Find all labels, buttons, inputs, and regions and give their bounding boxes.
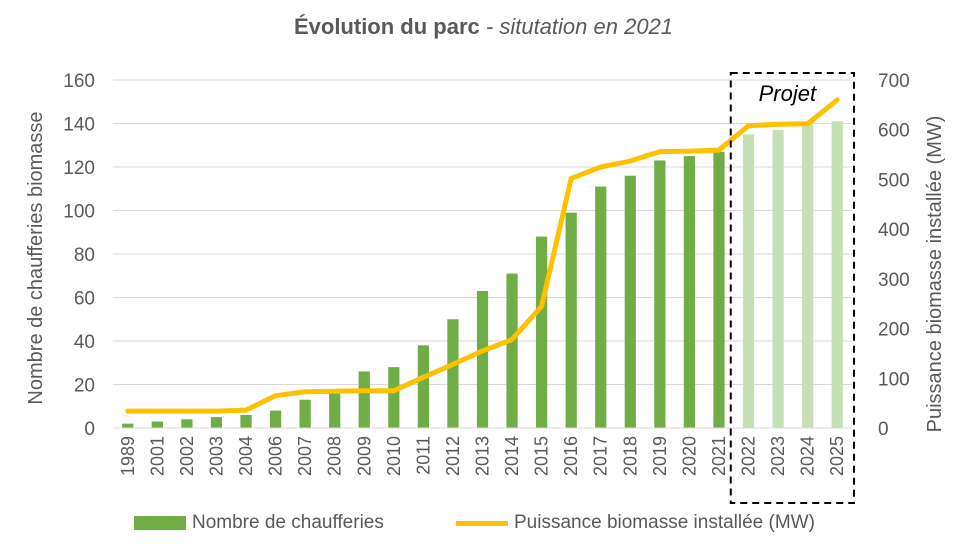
bar xyxy=(447,319,459,428)
bar xyxy=(269,410,282,428)
bar xyxy=(476,290,489,428)
legend-label-line: Puissance biomasse installée (MW) xyxy=(514,512,815,533)
y2-tick-label: 100 xyxy=(878,369,910,390)
chart-title-main: Évolution du parc xyxy=(293,14,480,39)
legend-swatch-bars xyxy=(134,516,186,530)
bar xyxy=(151,421,163,428)
x-tick-label: 2014 xyxy=(502,436,522,476)
x-tick-label: 2002 xyxy=(177,436,197,476)
y2-tick-label: 300 xyxy=(878,270,910,291)
x-tick-label: 2003 xyxy=(206,436,226,476)
x-tick-label: 2009 xyxy=(354,436,374,476)
y-tick-label: 140 xyxy=(63,115,95,136)
y-tick-label: 40 xyxy=(74,332,95,353)
x-tick-label: 2010 xyxy=(384,436,404,476)
x-tick-label: 2012 xyxy=(443,436,463,476)
y2-tick-label: 400 xyxy=(878,220,910,241)
bar xyxy=(624,175,636,428)
y-tick-label: 80 xyxy=(74,245,95,266)
y-axis-title: Nombre de chaufferies biomasse xyxy=(25,111,47,404)
x-tick-label: 2018 xyxy=(620,436,640,476)
bar xyxy=(654,160,666,428)
projection-box xyxy=(729,72,856,504)
bar xyxy=(831,121,843,428)
chart-title: Évolution du parc - situtation en 2021 xyxy=(0,14,967,40)
y2-axis-title: Puissance biomasse installée (MW) xyxy=(924,116,946,433)
x-tick-label: 2006 xyxy=(266,436,286,476)
x-tick-label: 2020 xyxy=(679,436,699,476)
x-tick-label: 2001 xyxy=(147,436,167,476)
x-tick-label: 2025 xyxy=(827,436,847,476)
x-tick-label: 2022 xyxy=(739,436,759,476)
x-tick-label: 2023 xyxy=(768,436,788,476)
x-tick-label: 2015 xyxy=(532,436,552,476)
bar xyxy=(358,371,370,428)
bar xyxy=(713,151,725,428)
x-tick-label: 2008 xyxy=(325,436,345,476)
bar xyxy=(742,134,755,428)
bar xyxy=(181,419,193,428)
chart-legend: Nombre de chaufferies Puissance biomasse… xyxy=(0,512,967,540)
bar xyxy=(417,345,429,428)
y2-tick-label: 200 xyxy=(878,320,910,341)
y-tick-label: 20 xyxy=(74,376,95,397)
y-tick-label: 60 xyxy=(74,289,95,310)
legend-swatch-line xyxy=(456,520,508,526)
y2-tick-label: 700 xyxy=(878,71,910,92)
projection-label: Projet xyxy=(759,81,817,106)
bar xyxy=(329,393,341,428)
legend-label-bars: Nombre de chaufferies xyxy=(192,512,384,533)
y-tick-label: 120 xyxy=(63,158,95,179)
x-tick-label: 2007 xyxy=(295,436,315,476)
bar xyxy=(506,273,518,428)
x-tick-label: 2021 xyxy=(709,436,729,476)
y-tick-label: 160 xyxy=(63,71,95,92)
bar xyxy=(299,399,311,428)
x-tick-label: 2016 xyxy=(561,436,581,476)
bar xyxy=(240,414,252,428)
x-tick-label: 2013 xyxy=(473,436,493,476)
line-series xyxy=(125,97,840,414)
bar xyxy=(802,123,814,428)
legend-item-bars: Nombre de chaufferies xyxy=(134,512,384,534)
x-tick-label: 2017 xyxy=(591,436,611,476)
x-tick-label: 2004 xyxy=(236,436,256,476)
bar xyxy=(595,186,607,428)
bar xyxy=(388,367,400,428)
x-tick-label: 2024 xyxy=(798,436,818,476)
bar xyxy=(210,417,223,428)
bar xyxy=(683,156,696,428)
legend-item-line: Puissance biomasse installée (MW) xyxy=(456,512,815,534)
chart-title-subtitle: - situtation en 2021 xyxy=(485,14,674,39)
y-tick-label: 0 xyxy=(84,419,95,440)
bar xyxy=(536,236,548,428)
bar xyxy=(122,423,134,428)
x-tick-label: 2011 xyxy=(413,436,433,475)
y2-tick-label: 500 xyxy=(878,170,910,191)
bar xyxy=(772,130,784,428)
y-tick-label: 100 xyxy=(63,202,95,223)
bar xyxy=(565,212,577,428)
x-tick-label: 2019 xyxy=(650,436,670,476)
y2-tick-label: 600 xyxy=(878,121,910,142)
y2-tick-label: 0 xyxy=(878,419,889,440)
x-tick-label: 1989 xyxy=(118,436,138,476)
